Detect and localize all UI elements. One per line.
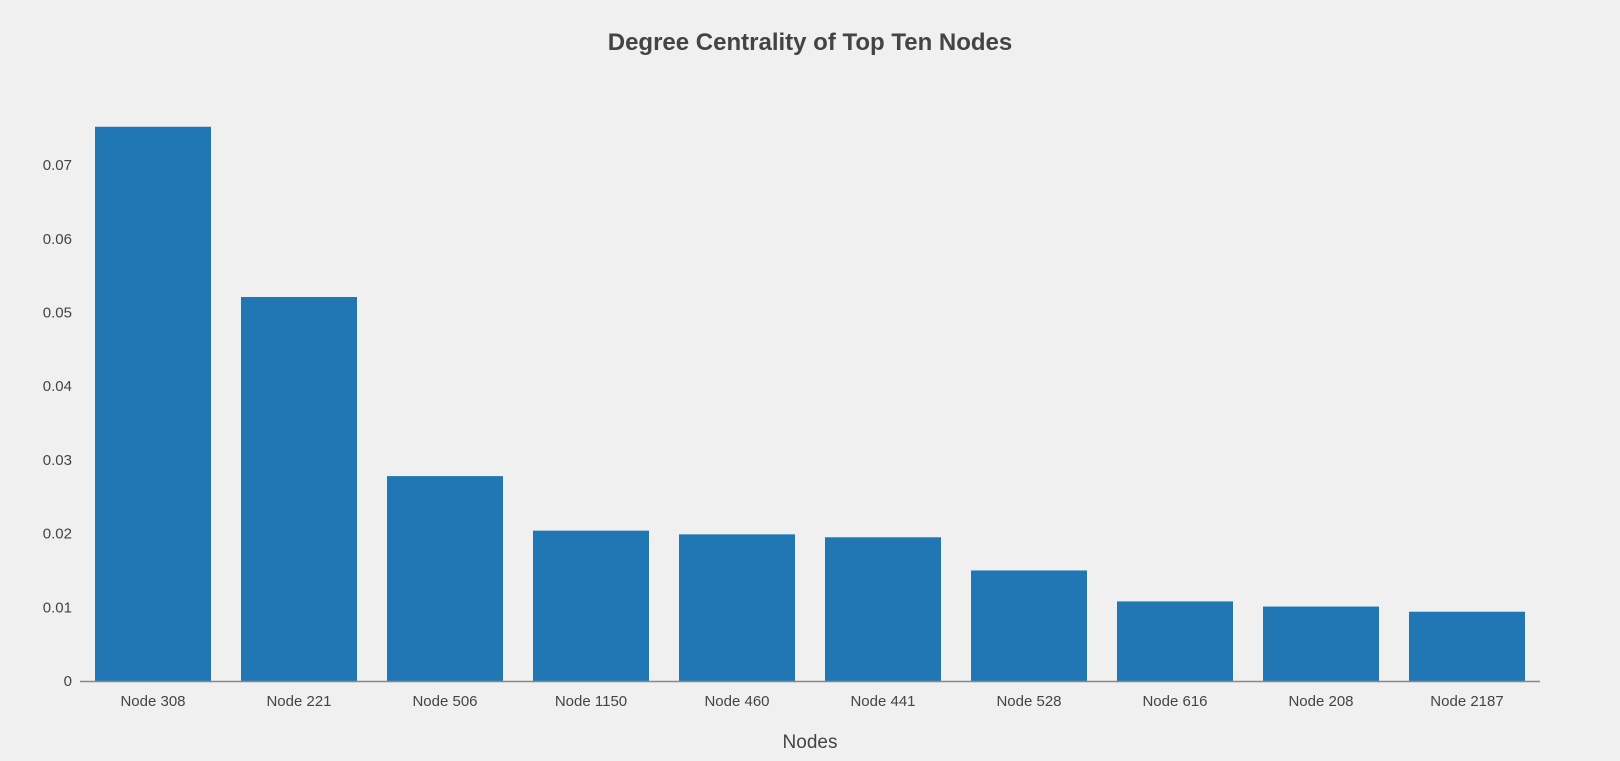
bar[interactable]: [679, 534, 795, 681]
x-tick-label: Node 460: [704, 693, 769, 710]
x-tick-label: Node 2187: [1430, 693, 1503, 710]
y-tick-label: 0.03: [43, 452, 72, 469]
chart-title: Degree Centrality of Top Ten Nodes: [608, 29, 1013, 56]
y-tick-label: 0: [64, 673, 72, 690]
y-tick-label: 0.07: [43, 157, 72, 174]
bar[interactable]: [1409, 611, 1525, 681]
x-tick-label: Node 506: [412, 693, 477, 710]
y-axis: 0 0.01 0.02 0.03 0.04 0.05 0.06 0.07: [43, 157, 72, 690]
bar[interactable]: [971, 570, 1087, 681]
y-tick-label: 0.04: [43, 378, 72, 395]
bar[interactable]: [1117, 601, 1233, 681]
x-axis-title: Nodes: [783, 732, 838, 753]
x-tick-label: Node 308: [120, 693, 185, 710]
bars-group: [95, 126, 1525, 681]
bar[interactable]: [533, 530, 649, 681]
y-tick-label: 0.01: [43, 599, 72, 616]
y-tick-label: 0.02: [43, 526, 72, 543]
x-tick-label: Node 528: [996, 693, 1061, 710]
x-tick-label: Node 616: [1142, 693, 1207, 710]
bar[interactable]: [387, 476, 503, 681]
bar[interactable]: [241, 297, 357, 681]
bar[interactable]: [1263, 606, 1379, 681]
x-tick-label: Node 441: [850, 693, 915, 710]
y-tick-label: 0.06: [43, 231, 72, 248]
bar[interactable]: [95, 126, 211, 681]
x-tick-label: Node 1150: [555, 693, 627, 710]
x-tick-label: Node 221: [266, 693, 331, 710]
bar[interactable]: [825, 537, 941, 681]
x-axis: Node 308 Node 221 Node 506 Node 1150 Node 46…: [120, 693, 1503, 710]
x-tick-label: Node 208: [1288, 693, 1353, 710]
y-tick-label: 0.05: [43, 305, 72, 322]
